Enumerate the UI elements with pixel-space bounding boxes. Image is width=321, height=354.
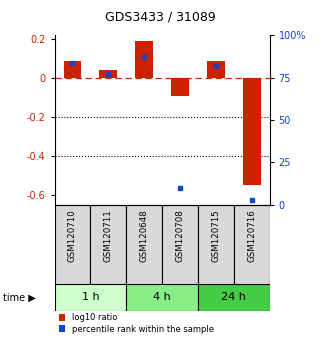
Text: GDS3433 / 31089: GDS3433 / 31089 — [105, 11, 216, 24]
Text: GSM120648: GSM120648 — [140, 209, 149, 262]
Bar — [64, 61, 82, 78]
Bar — [126, 284, 198, 311]
Bar — [207, 61, 225, 78]
Bar — [162, 205, 198, 284]
Text: GSM120711: GSM120711 — [104, 209, 113, 262]
Bar — [91, 205, 126, 284]
Text: GSM120716: GSM120716 — [247, 209, 256, 262]
Bar — [198, 205, 234, 284]
Bar — [126, 205, 162, 284]
Text: 4 h: 4 h — [153, 292, 171, 302]
Bar — [234, 205, 270, 284]
Bar — [171, 78, 189, 96]
Bar — [243, 78, 261, 185]
Text: 1 h: 1 h — [82, 292, 99, 302]
Bar — [135, 41, 153, 78]
Bar — [55, 284, 126, 311]
Bar — [100, 70, 117, 78]
Text: GSM120715: GSM120715 — [211, 209, 221, 262]
Text: GSM120710: GSM120710 — [68, 209, 77, 262]
Text: time ▶: time ▶ — [3, 292, 36, 302]
Legend: log10 ratio, percentile rank within the sample: log10 ratio, percentile rank within the … — [59, 313, 214, 333]
Bar — [55, 205, 91, 284]
Bar — [198, 284, 270, 311]
Text: GSM120708: GSM120708 — [176, 209, 185, 262]
Text: 24 h: 24 h — [221, 292, 246, 302]
